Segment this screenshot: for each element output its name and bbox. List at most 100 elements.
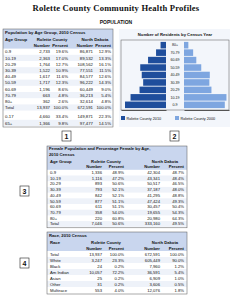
table-cell: Multirace <box>50 288 68 293</box>
group-header: Age Group <box>50 159 72 164</box>
table-cell: 4.0% <box>114 288 124 293</box>
chart: Number of Residents by Census Year80+70-… <box>119 29 230 127</box>
tick: 10-19 <box>170 96 179 100</box>
table-title-bg <box>3 29 113 49</box>
legend-swatch <box>121 116 125 120</box>
column-header: Number <box>77 43 94 48</box>
row-band <box>47 210 187 216</box>
row-band <box>47 281 187 287</box>
table-cell: 50.4% <box>172 204 184 209</box>
table-cell: Asian <box>50 276 61 281</box>
group-header: North Dakota <box>82 37 110 42</box>
tick-label: 80+ <box>172 43 178 47</box>
table-title: 2010 Census <box>49 152 75 157</box>
column-header: Number <box>144 164 160 169</box>
table-cell: 49.5% <box>172 221 184 226</box>
row-band <box>3 55 113 61</box>
table-cell: 60,449 <box>80 87 94 92</box>
tick-label: 40-49 <box>170 73 179 77</box>
table-cell: 64.3% <box>172 216 184 221</box>
table-cell: 672,591 <box>77 105 93 110</box>
tick: 30-39 <box>170 81 179 85</box>
column-header: Percent <box>109 164 125 169</box>
table-border <box>47 232 187 294</box>
table-border <box>47 146 187 228</box>
group-header: North Dakota <box>152 159 179 164</box>
marker-box <box>20 258 29 268</box>
table-cell: Black <box>50 264 61 269</box>
table-cell: 1.0% <box>174 276 184 281</box>
page-title: Rolette County Community Health Profiles <box>33 3 200 13</box>
table-cell: 14.3% <box>99 80 111 85</box>
table-cell: 0.5% <box>174 282 184 287</box>
table-cell: 17.0% <box>56 56 68 61</box>
marker-label: 1 <box>65 133 69 140</box>
bar <box>184 79 209 86</box>
row-band <box>47 176 187 182</box>
bar <box>184 64 201 71</box>
table-cell: 12,076 <box>147 288 160 293</box>
column-header: Percent <box>109 246 125 251</box>
bar <box>161 42 166 49</box>
table-cell: 12.9% <box>99 49 111 54</box>
chart-bg <box>119 29 230 127</box>
legend: Rolette County 2010Rolette County 2000 <box>121 116 215 121</box>
marker-label: 4 <box>23 260 27 267</box>
table-cell: 36,213 <box>80 93 94 98</box>
table-cell: 1,196 <box>39 87 50 92</box>
table-cell: 672,591 <box>145 252 161 257</box>
table-cell: 31 <box>97 282 102 287</box>
table-cell: 2,733 <box>39 49 50 54</box>
table-cell: 611 <box>95 204 102 209</box>
table-cell: 1.2% <box>174 264 184 269</box>
tick-label: 30-39 <box>170 81 179 85</box>
table-cell: 70-79 <box>50 210 61 215</box>
row-band <box>3 80 113 86</box>
table-cell: 89,532 <box>80 56 94 61</box>
table-cell: 86,871 <box>80 49 94 54</box>
section-marker: 4 <box>20 258 29 268</box>
table-cell: 50.6% <box>112 221 124 226</box>
table-cell: 1,366 <box>39 121 50 126</box>
marker-box <box>62 131 71 141</box>
table-cell: 1,617 <box>39 74 50 79</box>
table-cell: 4.8% <box>101 99 111 104</box>
tick: 70-79 <box>170 51 179 55</box>
table-cell: 3,606 <box>150 282 161 287</box>
bar <box>125 102 166 109</box>
table-cell: 72.2% <box>112 270 124 275</box>
row-band <box>3 104 113 110</box>
column-header: Number <box>86 246 102 251</box>
table-cell: 10-19 <box>5 56 17 61</box>
row-band <box>47 198 187 204</box>
table-cell: 362 <box>43 99 51 104</box>
table-cell: 100.0% <box>110 252 124 257</box>
column-header: Percent <box>169 246 185 251</box>
table-cell: 24 <box>97 264 102 269</box>
table-cell: 5.4% <box>174 270 184 275</box>
table-cell: 10.9% <box>56 68 68 73</box>
table-cell: 48.8% <box>172 193 184 198</box>
tick: 80+ <box>172 43 178 47</box>
table-cell: 793 <box>95 187 103 192</box>
table-cell: 1,764 <box>39 62 50 67</box>
table-cell: 605,449 <box>145 258 161 263</box>
table-cell: 52.1% <box>112 187 124 192</box>
marker-label: 3 <box>23 188 27 195</box>
table-cell: 13,937 <box>37 105 51 110</box>
table-cell: 7,960 <box>150 264 161 269</box>
group-header: Race <box>50 240 61 245</box>
table-cell: 23.3% <box>112 258 124 263</box>
table-cell: 0.2% <box>114 264 124 269</box>
tick-label: 60-69 <box>170 58 179 62</box>
bar <box>140 64 166 71</box>
tick-label: 70-79 <box>170 51 179 55</box>
table-cell: 10-19 <box>50 176 61 181</box>
table-cell: 19,655 <box>147 210 160 215</box>
tick: 20-29 <box>170 88 179 92</box>
section-marker: 3 <box>20 186 29 196</box>
table-cell: Total <box>50 252 59 257</box>
table-cell: 333,160 <box>145 221 161 226</box>
bar <box>184 42 188 49</box>
column-header: Number <box>86 164 102 169</box>
